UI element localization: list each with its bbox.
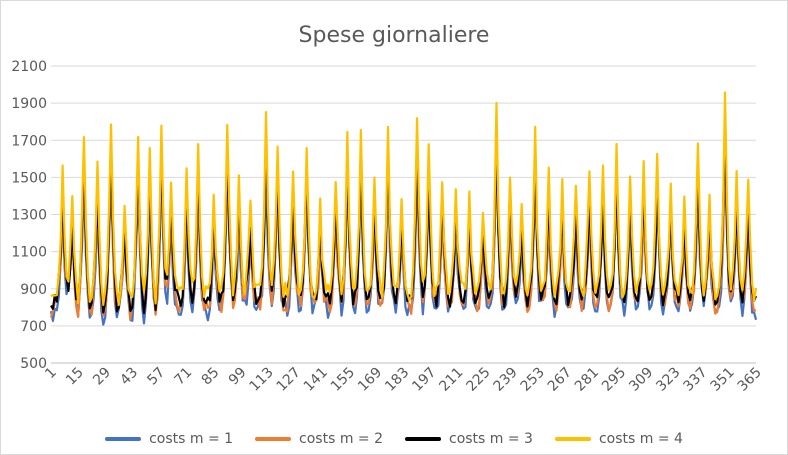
y-tick-label: 1500 (11, 170, 47, 186)
legend-swatch (255, 437, 292, 441)
series-line-m4 (50, 91, 758, 307)
y-tick-label: 500 (20, 356, 47, 372)
x-tick-label: 155 (328, 365, 358, 395)
legend-label: costs m = 3 (449, 431, 533, 447)
x-tick-label: 295 (599, 365, 629, 395)
x-tick-label: 309 (626, 365, 656, 395)
y-tick-label: 1700 (11, 133, 47, 149)
x-tick-label: 197 (409, 365, 439, 395)
x-tick-label: 43 (117, 365, 141, 389)
x-tick-label: 225 (463, 365, 493, 395)
legend-item-m2: costs m = 2 (255, 431, 383, 447)
y-tick-label: 700 (20, 319, 47, 335)
gridlines (51, 65, 756, 364)
x-tick-label: 127 (274, 365, 304, 395)
x-tick-label: 99 (226, 365, 250, 389)
x-tick-label: 183 (382, 365, 412, 395)
x-tick-label: 281 (572, 365, 602, 395)
legend-item-m3: costs m = 3 (405, 431, 533, 447)
legend-item-m1: costs m = 1 (105, 431, 233, 447)
x-tick-label: 211 (436, 365, 466, 395)
x-tick-label: 1 (42, 365, 60, 383)
x-tick-label: 267 (545, 365, 575, 395)
series-lines (49, 91, 758, 326)
chart-title: Spese giornaliere (298, 23, 490, 48)
x-tick-label: 323 (653, 365, 683, 395)
legend-label: costs m = 1 (149, 431, 234, 447)
legend-swatch (554, 437, 591, 441)
legend-swatch (105, 437, 142, 441)
y-tick-label: 2100 (11, 59, 47, 75)
y-tick-label: 1900 (11, 96, 47, 112)
y-tick-label: 1300 (11, 208, 47, 224)
x-tick-label: 337 (680, 365, 710, 395)
y-tick-label: 900 (20, 282, 47, 298)
legend-swatch (405, 437, 441, 441)
x-tick-label: 29 (90, 365, 114, 389)
x-tick-label: 57 (144, 365, 168, 389)
x-tick-label: 239 (491, 365, 521, 395)
x-tick-label: 351 (707, 365, 737, 395)
x-tick-label: 15 (63, 365, 87, 389)
x-tick-label: 113 (247, 365, 277, 395)
x-tick-label: 169 (355, 365, 385, 395)
x-tick-label: 253 (518, 365, 548, 395)
x-tick-label: 141 (301, 365, 331, 395)
legend-label: costs m = 4 (598, 431, 683, 447)
x-tick-label: 85 (199, 365, 223, 389)
legend-item-m4: costs m = 4 (554, 431, 683, 447)
x-tick-label: 71 (171, 365, 195, 389)
legend-label: costs m = 2 (299, 431, 383, 447)
legend: costs m = 1 costs m = 2 costs m = 3 costs m… (1, 431, 787, 447)
x-tick-label: 365 (735, 365, 765, 395)
y-tick-label: 1100 (11, 245, 47, 261)
